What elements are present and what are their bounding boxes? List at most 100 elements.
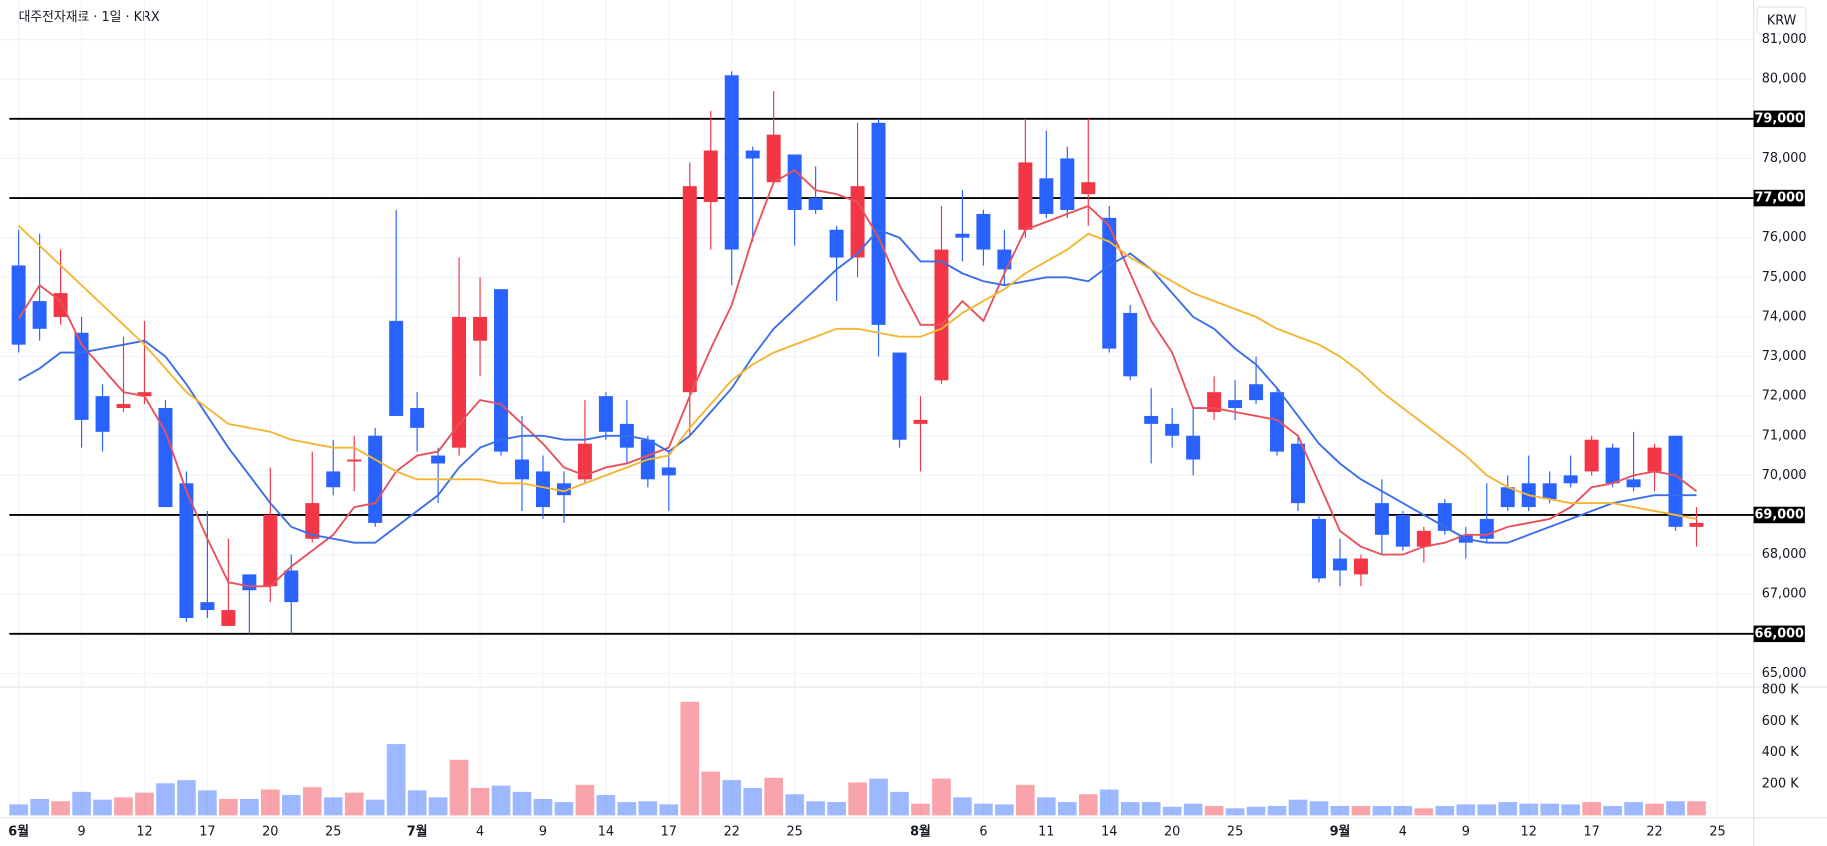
candle-body — [934, 249, 949, 381]
x-tick-label: 25 — [787, 824, 803, 839]
x-tick-label: 25 — [325, 824, 341, 839]
volume-bar — [1057, 802, 1077, 816]
candle-body — [1060, 158, 1075, 210]
volume-bar — [533, 798, 553, 816]
candle-body — [724, 75, 739, 250]
candle-body — [787, 154, 802, 210]
volume-bar — [1351, 805, 1371, 816]
candle-body — [997, 249, 1012, 270]
volume-bar — [1309, 801, 1329, 816]
volume-bar — [785, 794, 804, 816]
y-tick-label: 71,000 — [1762, 428, 1807, 443]
volume-bar — [680, 701, 700, 816]
x-tick-label: 22 — [1646, 824, 1662, 839]
candle-body — [1374, 503, 1389, 535]
candle-body — [829, 229, 844, 258]
candle-body — [326, 471, 341, 488]
candle-body — [1584, 439, 1599, 472]
volume-bar — [1687, 801, 1706, 816]
level-label-box — [1753, 110, 1805, 128]
volume-tick-label: 200 K — [1762, 776, 1799, 791]
volume-bar — [827, 802, 846, 816]
y-tick-label: 80,000 — [1762, 72, 1807, 87]
candle-body — [74, 332, 89, 420]
volume-bar — [974, 803, 993, 816]
volume-bar — [932, 778, 951, 816]
volume-bar — [575, 784, 595, 816]
candle-body — [556, 483, 571, 496]
volume-bar — [177, 780, 196, 816]
candle-body — [703, 150, 718, 203]
level-label-box — [1753, 506, 1805, 524]
x-tick-label: 6월 — [8, 823, 29, 839]
volume-bar — [764, 777, 783, 816]
volume-bar — [1225, 808, 1245, 816]
candle-body — [1605, 447, 1620, 484]
volume-bar — [470, 787, 490, 816]
x-tick-label: 14 — [1101, 824, 1117, 839]
candle-body — [1249, 384, 1264, 401]
level-label-box — [1753, 625, 1805, 643]
level-label: 79,000 — [1755, 111, 1804, 126]
volume-bar — [93, 799, 112, 816]
candle-body — [431, 455, 446, 464]
volume-bar — [1456, 804, 1476, 816]
volume-bar — [848, 782, 867, 816]
volume-bar — [1393, 805, 1413, 816]
volume-bar — [1016, 784, 1035, 816]
candle-body — [1353, 558, 1368, 575]
candle-body — [682, 186, 697, 393]
volume-bar — [1603, 805, 1622, 816]
volume-bar — [953, 797, 972, 816]
x-tick-label: 17 — [661, 824, 677, 839]
currency[interactable]: KRW — [1767, 14, 1797, 29]
candle-body — [515, 459, 529, 480]
volume-tick-label: 400 K — [1762, 745, 1799, 760]
volume-bar — [701, 771, 721, 816]
candle-body — [892, 352, 907, 440]
volume-bar — [659, 804, 679, 816]
ma-line — [17, 169, 1698, 588]
candle-body — [1563, 475, 1578, 484]
x-tick-label: 4 — [1399, 824, 1407, 839]
volume-bar — [1477, 804, 1497, 816]
candle-body — [1081, 182, 1096, 195]
y-tick-label: 81,000 — [1762, 32, 1807, 47]
candle-body — [1291, 443, 1305, 504]
candle-body — [1647, 447, 1662, 472]
x-tick-label: 6 — [979, 824, 987, 839]
candle-body — [745, 150, 760, 159]
candle-body — [577, 443, 592, 480]
y-tick-label: 68,000 — [1762, 547, 1807, 562]
volume-bar — [261, 789, 280, 816]
candle-body — [1165, 423, 1180, 436]
volume-bar — [1037, 797, 1056, 816]
candle-body — [1144, 415, 1159, 424]
candle-body — [913, 419, 928, 424]
candle-body — [1542, 483, 1557, 500]
volume-bar — [198, 790, 217, 816]
volume-bar — [428, 797, 448, 816]
x-tick-label: 22 — [724, 824, 740, 839]
candle-body — [1039, 178, 1054, 214]
candle-body — [1689, 522, 1704, 527]
volume-bar — [638, 801, 658, 816]
candle-body — [1018, 162, 1033, 230]
volume-bar — [1414, 808, 1434, 816]
volume-bar — [554, 802, 574, 816]
candle-body — [158, 408, 173, 508]
volume-bar — [449, 759, 469, 816]
candle-body — [263, 514, 278, 587]
volume-bar — [1267, 805, 1287, 816]
x-tick-label: 11 — [1038, 824, 1054, 839]
candle-body — [284, 570, 299, 603]
currency-box[interactable] — [1756, 6, 1807, 35]
volume-bar — [1141, 802, 1161, 816]
volume-bar — [1330, 805, 1350, 816]
volume-tick-label: 600 K — [1762, 714, 1799, 729]
x-tick-label: 14 — [598, 824, 614, 839]
candle-body — [1500, 487, 1515, 508]
candle-body — [1626, 479, 1641, 488]
volume-bar — [1519, 803, 1539, 816]
